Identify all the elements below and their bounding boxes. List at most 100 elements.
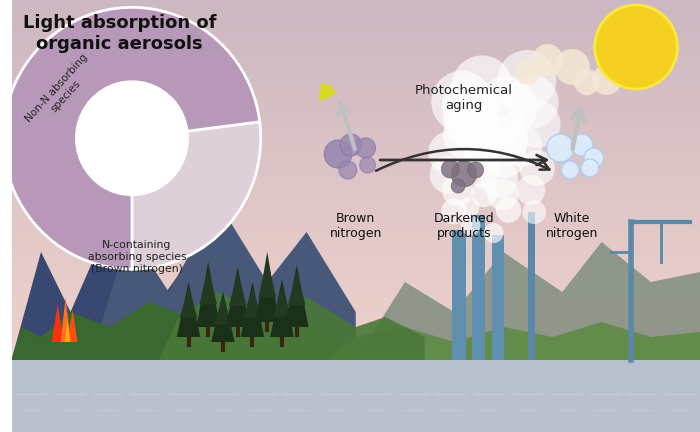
Bar [11, 39, 700, 40]
Circle shape [554, 49, 590, 85]
Bar [11, 356, 700, 357]
Bar [11, 44, 700, 46]
Bar [11, 402, 700, 403]
Bar [11, 422, 700, 423]
Bar [11, 137, 700, 138]
Circle shape [468, 162, 484, 178]
Bar [11, 222, 700, 223]
Circle shape [460, 197, 480, 217]
Bar [11, 350, 700, 351]
Bar [11, 400, 700, 402]
Circle shape [522, 200, 546, 224]
Bar [11, 55, 700, 56]
Circle shape [483, 134, 526, 178]
Bar [11, 260, 700, 262]
Bar [11, 88, 700, 89]
Bar [11, 318, 700, 320]
Bar [11, 172, 700, 173]
Bar [11, 186, 700, 187]
Circle shape [496, 197, 522, 223]
Bar [11, 349, 700, 350]
Bar [11, 249, 700, 251]
Circle shape [519, 150, 555, 186]
Bar [11, 259, 700, 260]
FancyArrowPatch shape [376, 149, 550, 171]
Text: White
nitrogen: White nitrogen [546, 212, 598, 240]
Polygon shape [176, 282, 200, 337]
Bar [11, 327, 700, 328]
Bar [11, 323, 700, 324]
Bar [11, 431, 700, 432]
Circle shape [581, 159, 598, 177]
Polygon shape [197, 262, 220, 327]
Bar [11, 301, 700, 302]
Polygon shape [270, 279, 294, 337]
Bar [11, 91, 700, 92]
Bar [11, 325, 700, 327]
Bar [11, 52, 700, 53]
Bar [11, 159, 700, 160]
Polygon shape [493, 235, 504, 360]
Bar [11, 242, 700, 243]
Bar [11, 354, 700, 356]
Circle shape [430, 156, 467, 194]
Bar [11, 194, 700, 196]
Bar [11, 252, 700, 254]
Bar [11, 314, 700, 315]
Bar [11, 92, 700, 94]
Bar [11, 73, 700, 75]
Bar [11, 324, 700, 325]
Bar [11, 256, 700, 258]
Bar [11, 170, 700, 172]
Bar [11, 410, 700, 412]
Bar [11, 368, 700, 370]
Polygon shape [211, 292, 235, 342]
Circle shape [547, 134, 574, 162]
Circle shape [595, 5, 678, 89]
Bar [11, 12, 700, 13]
Bar [11, 394, 700, 396]
Bar [11, 99, 700, 101]
Bar [11, 276, 700, 278]
Bar [11, 184, 700, 186]
Bar [11, 285, 700, 286]
Bar [11, 245, 700, 246]
Bar [11, 122, 700, 124]
Bar [11, 190, 700, 191]
Bar [11, 1, 700, 3]
Bar [11, 267, 700, 268]
Bar [11, 81, 700, 82]
Bar [11, 200, 700, 202]
Bar [11, 380, 700, 381]
Bar [11, 251, 700, 252]
Bar [11, 299, 700, 301]
Bar [11, 59, 700, 60]
Bar [11, 105, 700, 107]
Bar [11, 178, 700, 180]
Bar [11, 315, 700, 317]
Bar [11, 78, 700, 79]
Bar [11, 30, 700, 32]
Bar [11, 281, 700, 282]
Bar [11, 33, 700, 35]
Bar [11, 292, 700, 294]
Bar [11, 72, 700, 73]
Bar [11, 108, 700, 109]
Bar [11, 209, 700, 210]
Circle shape [452, 161, 477, 187]
Bar [11, 312, 700, 314]
Circle shape [462, 119, 505, 163]
Bar [11, 359, 700, 360]
Bar [11, 115, 700, 117]
Bar [11, 197, 700, 199]
Circle shape [443, 110, 492, 160]
Bar [11, 96, 700, 98]
Bar [11, 376, 700, 377]
Bar [11, 42, 700, 43]
Bar [11, 229, 700, 230]
Bar [11, 109, 700, 111]
Polygon shape [273, 285, 290, 317]
Bar [11, 420, 700, 422]
Bar [11, 133, 700, 134]
Bar [11, 127, 700, 128]
